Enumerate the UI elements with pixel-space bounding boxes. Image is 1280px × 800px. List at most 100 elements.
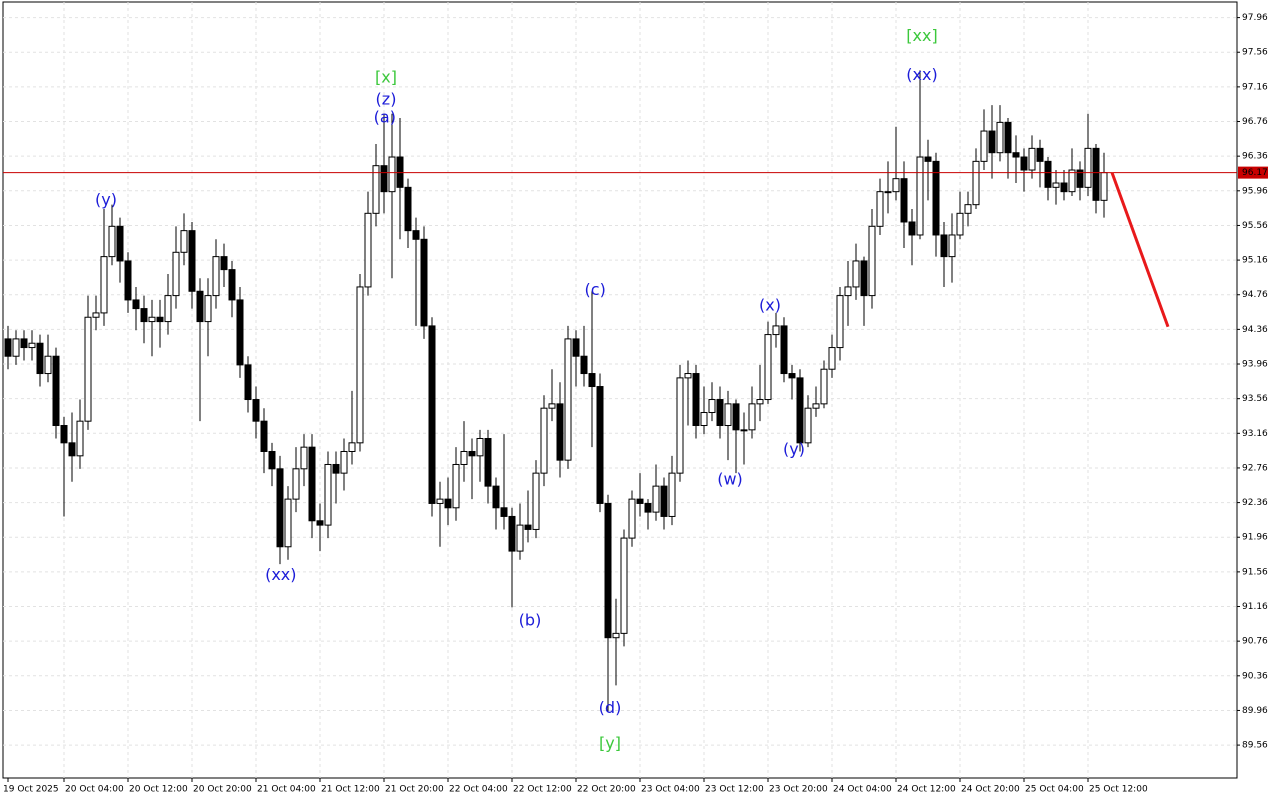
- candle-body: [964, 204, 972, 214]
- candle-body: [1092, 147, 1100, 201]
- candle-body: [868, 225, 876, 297]
- candle-body: [1100, 172, 1108, 201]
- candle-body: [268, 450, 276, 470]
- candle-body: [644, 502, 652, 513]
- candle-body: [676, 377, 684, 474]
- y-tick-label: 95.96: [1242, 186, 1268, 196]
- candle-body: [76, 420, 84, 457]
- candle-body: [220, 256, 228, 271]
- plot-frame: [2, 1, 1238, 779]
- y-tick-label: 90.36: [1242, 671, 1268, 681]
- candle-body: [908, 221, 916, 236]
- candle-body: [388, 156, 396, 193]
- candle-body: [836, 295, 844, 349]
- x-tick-label: 22 Oct 04:00: [449, 785, 508, 795]
- candle-body: [212, 256, 220, 297]
- candle-body: [244, 364, 252, 401]
- candle-body: [180, 230, 188, 253]
- y-tick-label: 94.76: [1242, 290, 1268, 300]
- candle-body: [252, 399, 260, 422]
- candle-body: [972, 160, 980, 206]
- candle-body: [572, 338, 580, 357]
- candle-body: [356, 286, 364, 444]
- candle-body: [532, 472, 540, 530]
- candle-body: [148, 316, 156, 323]
- candle-body: [892, 178, 900, 193]
- y-tick-label: 93.16: [1242, 429, 1268, 439]
- x-tick-label: 25 Oct 04:00: [1025, 785, 1084, 795]
- candle-body: [1004, 121, 1012, 154]
- candle-body: [140, 308, 148, 323]
- candle-body: [500, 507, 508, 517]
- candle-body: [132, 299, 140, 310]
- candle-body: [332, 463, 340, 474]
- grid: [3, 2, 1237, 778]
- candle-body: [588, 373, 596, 388]
- candle-body: [604, 502, 612, 639]
- candle-body: [652, 485, 660, 513]
- candle-body: [92, 312, 100, 318]
- candle-body: [1044, 160, 1052, 188]
- wave-label: [y]: [599, 734, 621, 753]
- candle-body: [428, 325, 436, 504]
- candle-body: [1084, 147, 1092, 188]
- candle-body: [228, 269, 236, 301]
- candle-body: [1036, 147, 1044, 162]
- candle-body: [452, 463, 460, 509]
- candle-body: [716, 399, 724, 427]
- y-tick-label: 94.36: [1242, 325, 1268, 335]
- y-tick-label: 90.76: [1242, 637, 1268, 647]
- candle-body: [508, 515, 516, 552]
- candle-body: [44, 355, 52, 375]
- candle-body: [284, 498, 292, 548]
- candle-body: [996, 121, 1004, 154]
- y-tick-label: 89.96: [1242, 706, 1268, 716]
- y-tick-label: 92.36: [1242, 498, 1268, 508]
- candle-body: [940, 234, 948, 258]
- candle-body: [60, 425, 68, 444]
- candle-body: [1068, 169, 1076, 193]
- candle-body: [932, 160, 940, 236]
- y-tick-label: 97.16: [1242, 82, 1268, 92]
- candle-body: [852, 260, 860, 288]
- candle-body: [828, 347, 836, 370]
- candle-body: [900, 178, 908, 223]
- candle-body: [404, 186, 412, 232]
- wave-label: (xx): [265, 565, 296, 584]
- candle-body: [68, 442, 76, 457]
- candle-body: [84, 316, 92, 422]
- candle-body: [188, 230, 196, 292]
- y-tick-label: 91.56: [1242, 567, 1268, 577]
- x-tick-label: 24 Oct 12:00: [897, 785, 956, 795]
- candle-body: [236, 299, 244, 366]
- candle-body: [12, 338, 20, 357]
- candle-body: [172, 251, 180, 297]
- x-tick-label: 23 Oct 12:00: [705, 785, 764, 795]
- candle-body: [884, 191, 892, 194]
- candle-body: [372, 165, 380, 214]
- candle-body: [260, 420, 268, 452]
- x-tick-label: 20 Oct 04:00: [65, 785, 124, 795]
- candle-body: [204, 295, 212, 323]
- candle-body: [764, 334, 772, 401]
- x-tick-label: 22 Oct 20:00: [577, 785, 636, 795]
- x-tick-label: 25 Oct 12:00: [1089, 785, 1148, 795]
- candle-body: [636, 498, 644, 504]
- x-tick-label: 19 Oct 2025: [3, 785, 59, 795]
- wave-label: (a): [374, 108, 396, 127]
- candle-body: [364, 212, 372, 288]
- x-tick-label: 22 Oct 12:00: [513, 785, 572, 795]
- wave-label: [xx]: [906, 26, 937, 45]
- candle-body: [468, 450, 476, 457]
- candle-body: [308, 446, 316, 522]
- candle-body: [564, 338, 572, 461]
- wave-label: (y): [783, 439, 805, 458]
- price-label: 96.17: [1242, 168, 1268, 178]
- candle-body: [492, 485, 500, 509]
- candle-body: [476, 438, 484, 457]
- candle-body: [4, 338, 12, 357]
- candle-body: [196, 290, 204, 323]
- wave-label: (y): [95, 190, 117, 209]
- candle-body: [788, 373, 796, 379]
- candle-body: [844, 286, 852, 297]
